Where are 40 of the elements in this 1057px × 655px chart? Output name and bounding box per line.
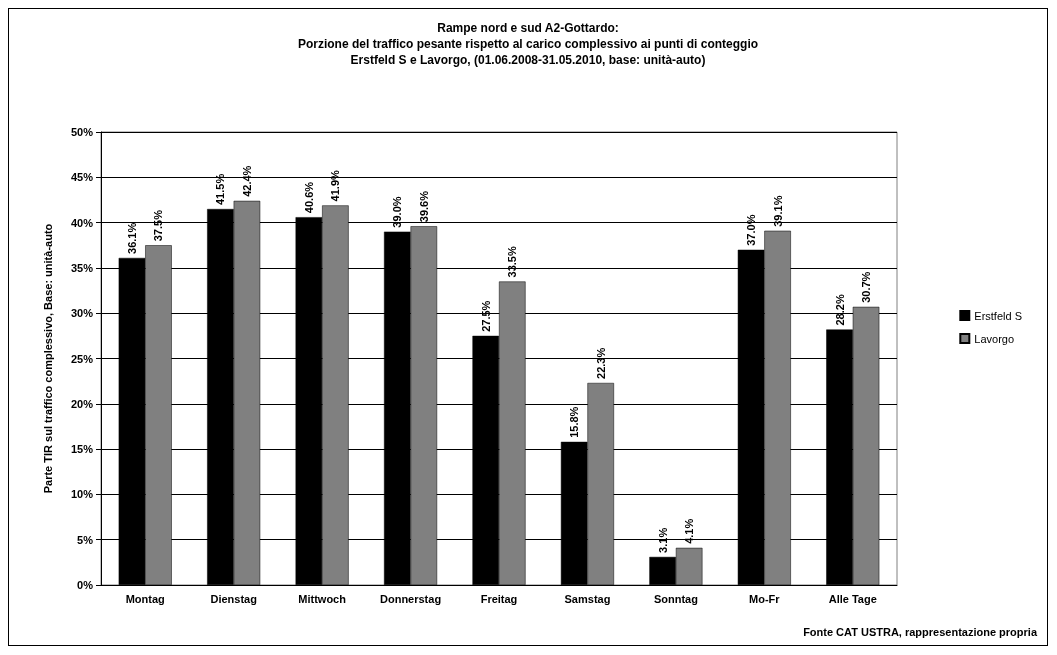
- data-label: 36.1%: [125, 222, 138, 254]
- x-tick-label: Sonntag: [653, 592, 698, 605]
- y-tick-label: 45%: [70, 171, 94, 184]
- legend-label: Erstfeld S: [974, 309, 1022, 322]
- y-tick-label: 35%: [70, 261, 94, 274]
- y-tick-label: 25%: [70, 352, 94, 365]
- x-tick-label: Montag: [125, 592, 165, 605]
- y-tick-label: 20%: [70, 397, 94, 410]
- data-label: 37.0%: [745, 214, 758, 246]
- y-tick-label: 0%: [77, 579, 94, 591]
- data-label: 40.6%: [302, 181, 315, 214]
- data-label: 37.5%: [152, 209, 165, 242]
- data-label: 39.0%: [391, 196, 404, 228]
- y-tick-label: 10%: [70, 488, 94, 501]
- y-tick-label: 50%: [70, 126, 94, 138]
- y-tick-label: 15%: [70, 443, 94, 456]
- data-label: 33.5%: [506, 246, 519, 278]
- data-label: 39.6%: [417, 190, 430, 223]
- data-label: 22.3%: [594, 347, 607, 379]
- data-label: 27.5%: [479, 300, 492, 332]
- x-tick-label: Dienstag: [210, 592, 257, 605]
- x-tick-label: Freitag: [480, 592, 518, 605]
- y-tick-label: 30%: [70, 307, 94, 320]
- y-tick-label: 5%: [77, 533, 94, 546]
- data-label: 41.5%: [214, 173, 227, 206]
- chart-title: Rampe nord e sud A2-Gottardo: Porzione del traffico pesante rispetto al carico complessivo ai punti di conteggio Erstfeld S e Lavorgo, (01.06.2008-31.05.2010, base: unità-auto): [297, 21, 759, 67]
- source-note: Fonte CAT USTRA, rappresentazione propria: [803, 625, 1038, 638]
- y-axis-title: Parte TIR sul traffico complessivo, Base: unità-auto: [41, 223, 54, 494]
- data-label: 28.2%: [833, 294, 846, 326]
- data-label: 41.9%: [329, 169, 342, 202]
- legend-label: Lavorgo: [974, 332, 1015, 345]
- x-tick-label: Donnerstag: [379, 592, 442, 605]
- x-tick-label: Mo-Fr: [749, 592, 781, 605]
- y-tick-label: 40%: [70, 216, 94, 229]
- x-tick-label: Alle Tage: [828, 592, 877, 605]
- data-label: 30.7%: [860, 271, 873, 303]
- x-tick-label: Samstag: [564, 592, 611, 605]
- data-label: 15.8%: [568, 406, 581, 438]
- data-label: 3.1%: [656, 527, 669, 553]
- x-tick-label: Mittwoch: [298, 592, 347, 605]
